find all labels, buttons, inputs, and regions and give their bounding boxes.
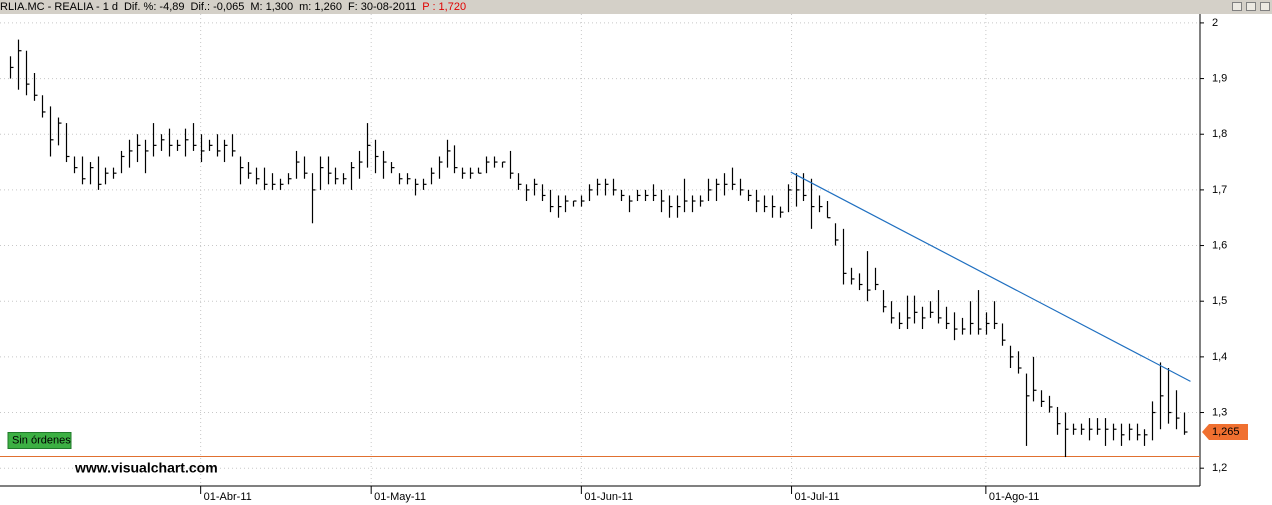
- header-field: M: 1,300: [250, 1, 294, 13]
- header-field: Dif. %: -4,89: [123, 1, 185, 13]
- watermark: www.visualchart.com: [74, 460, 218, 476]
- order-label: Sin órdenes: [12, 434, 71, 446]
- plot-area: [0, 14, 1200, 486]
- x-tick-label: 01-Jun-11: [584, 491, 633, 503]
- y-tick-label: 1,2: [1212, 462, 1227, 474]
- close-button[interactable]: [1260, 2, 1270, 11]
- trendline: [790, 171, 1191, 382]
- y-tick-label: 1,3: [1212, 406, 1227, 418]
- y-tick-label: 1,4: [1212, 351, 1227, 363]
- x-tick-label: 01-Abr-11: [204, 491, 252, 503]
- x-tick-label: 01-May-11: [374, 491, 426, 503]
- header-field: m: 1,260: [299, 1, 342, 13]
- last-price-pointer: [1202, 424, 1248, 441]
- title-bar: RLIA.MC - REALIA - 1 d Dif. %: -4,89 Dif.:…: [0, 0, 1272, 14]
- minimize-button[interactable]: [1232, 2, 1242, 11]
- y-tick-label: 1,5: [1212, 295, 1227, 307]
- y-axis-area: [1200, 14, 1272, 505]
- y-tick-label: 1,6: [1212, 239, 1227, 251]
- header-field: RLIA.MC - REALIA - 1 d: [0, 1, 118, 13]
- x-tick-label: 01-Jul-11: [795, 491, 840, 503]
- maximize-button[interactable]: [1246, 2, 1256, 11]
- y-tick-label: 1,7: [1212, 184, 1227, 196]
- header-field: F: 30-08-2011: [347, 1, 417, 13]
- y-tick-label: 1,9: [1212, 72, 1227, 84]
- y-tick-label: 1,8: [1212, 128, 1227, 140]
- header-field: P : 1,720: [422, 1, 467, 13]
- chart: 1,2 1,3 1,4 1,5 1,6 1,7 1,8 1,9 2 01-Abr-11 01-May…: [0, 14, 1272, 505]
- last-price-label: 1,265: [1212, 426, 1240, 438]
- order-label-box: [7, 432, 72, 449]
- header-field: Dif.: -0,065: [190, 1, 245, 13]
- x-tick-label: 01-Ago-11: [989, 491, 1040, 503]
- y-tick-label: 2: [1212, 17, 1218, 29]
